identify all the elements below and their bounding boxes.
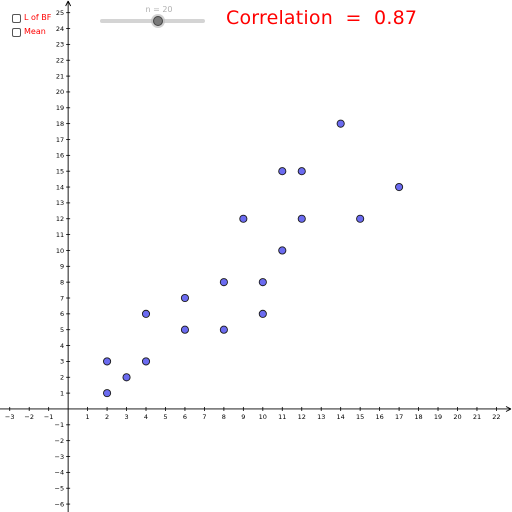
checkbox-line-of-best-fit[interactable]: L of BF: [12, 13, 51, 23]
y-tick-label: 13: [56, 199, 64, 207]
x-tick-label: 8: [222, 413, 226, 421]
y-tick-label: 3: [60, 358, 64, 366]
checkbox-label-line-of-best-fit: L of BF: [24, 13, 52, 22]
x-tick-label: 12: [298, 413, 306, 421]
y-tick-label: 12: [56, 215, 64, 223]
data-point[interactable]: [258, 309, 267, 318]
checkbox-mean[interactable]: Mean: [12, 27, 46, 37]
y-tick-label: −6: [55, 500, 65, 508]
y-axis-arrow-icon: [65, 0, 72, 7]
x-tick-label: 4: [144, 413, 148, 421]
y-tick-label: −1: [55, 421, 65, 429]
data-point[interactable]: [278, 246, 287, 255]
slider-label: n = 20: [145, 5, 173, 14]
y-tick-label: 17: [56, 136, 64, 144]
y-tick-label: 24: [56, 25, 64, 33]
data-point[interactable]: [219, 325, 228, 334]
checkbox-box-icon[interactable]: [12, 27, 21, 37]
y-tick-label: 9: [60, 263, 64, 271]
x-tick-label: 11: [278, 413, 286, 421]
y-tick-label: 19: [56, 104, 64, 112]
x-tick-label: 20: [453, 413, 461, 421]
y-tick-label: 20: [56, 88, 64, 96]
y-tick-label: −3: [55, 453, 65, 461]
data-point[interactable]: [103, 389, 112, 398]
x-tick-label: 6: [183, 413, 187, 421]
x-tick-label: 16: [375, 413, 383, 421]
slider-thumb[interactable]: [153, 16, 163, 26]
data-point[interactable]: [219, 278, 228, 287]
checkbox-box-icon[interactable]: [12, 13, 21, 23]
data-point[interactable]: [239, 214, 248, 223]
data-point[interactable]: [395, 182, 404, 192]
y-tick-label: 21: [56, 72, 64, 80]
x-tick-label: 7: [202, 413, 206, 421]
y-tick-label: 16: [56, 152, 64, 160]
x-tick-label: 19: [434, 413, 442, 421]
x-tick-label: 14: [337, 413, 345, 421]
x-tick-label: −1: [44, 413, 54, 421]
y-tick-label: 14: [56, 183, 64, 191]
y-tick-label: −4: [55, 469, 65, 477]
y-tick-label: 22: [56, 57, 64, 65]
data-point[interactable]: [141, 309, 151, 318]
y-tick-label: 7: [60, 294, 64, 302]
x-tick-label: −3: [5, 413, 15, 421]
x-tick-label: 17: [395, 413, 403, 421]
x-tick-label: 9: [241, 413, 245, 421]
y-tick-label: −2: [55, 437, 65, 445]
data-point[interactable]: [180, 293, 189, 303]
y-tick-label: 5: [60, 326, 64, 334]
y-tick-label: 15: [56, 167, 64, 175]
y-tick-label: 2: [60, 374, 64, 382]
x-tick-label: 15: [356, 413, 364, 421]
x-tick-label: 21: [473, 413, 481, 421]
data-point[interactable]: [336, 119, 345, 128]
data-point[interactable]: [278, 167, 287, 176]
y-tick-label: 25: [56, 9, 64, 17]
n-slider[interactable]: n = 20: [100, 5, 205, 29]
x-tick-label: −2: [24, 413, 34, 421]
x-axis-arrow-icon: [505, 406, 512, 412]
data-point[interactable]: [297, 167, 306, 176]
tick-labels: −3 −2 −1 1 2 3 4 5 6 7 8 9 10 11 12 13 14 15 16 17 18 19 20 21 2…: [5, 9, 501, 508]
x-tick-label: 22: [492, 413, 500, 421]
y-tick-label: 18: [56, 120, 64, 128]
y-tick-label: 6: [60, 310, 64, 318]
y-tick-label: −5: [55, 485, 65, 493]
data-point[interactable]: [122, 373, 131, 382]
x-tick-label: 5: [163, 413, 167, 421]
data-point[interactable]: [103, 357, 112, 366]
data-point[interactable]: [258, 278, 267, 287]
data-point[interactable]: [180, 325, 189, 334]
data-point[interactable]: [297, 214, 306, 223]
y-tick-label: 8: [60, 278, 64, 286]
y-tick-label: 10: [56, 247, 64, 255]
data-point[interactable]: [356, 214, 365, 223]
data-points[interactable]: [103, 119, 404, 398]
x-tick-label: 2: [105, 413, 109, 421]
x-tick-label: 3: [124, 413, 128, 421]
slider-track[interactable]: [100, 19, 205, 23]
y-tick-label: 4: [60, 342, 64, 350]
data-point[interactable]: [141, 357, 151, 366]
y-tick-label: 1: [60, 389, 64, 397]
x-tick-label: 1: [86, 413, 90, 421]
checkbox-label-mean: Mean: [24, 27, 46, 36]
x-tick-label: 18: [414, 413, 422, 421]
y-tick-label: 23: [56, 41, 64, 49]
correlation-text: Correlation = 0.87: [226, 7, 418, 29]
y-tick-label: 11: [56, 231, 64, 239]
x-tick-label: 10: [259, 413, 267, 421]
x-tick-label: 13: [317, 413, 325, 421]
